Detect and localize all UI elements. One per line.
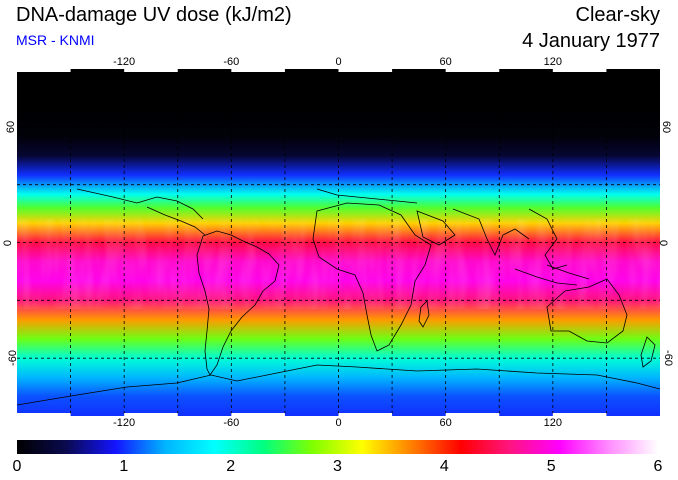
date-label: 4 January 1977 (522, 30, 660, 52)
coastline-new-zealand (640, 336, 656, 368)
edge-tick-segment (338, 69, 393, 72)
coastline-central-america (146, 206, 206, 236)
lon-tick-top-60: 60 (439, 56, 452, 68)
lon-tick-bottom-minus60: -60 (223, 417, 240, 429)
coastlines (17, 188, 660, 406)
lat-tick-right-60-text: 60 (660, 120, 673, 133)
lon-tick-top-minus120: -120 (113, 56, 136, 68)
edge-tick-segment (445, 69, 500, 72)
edge-tick-segment (17, 69, 71, 72)
coastline-north-america (76, 188, 204, 220)
lon-tick-bottom-minus120: -120 (113, 417, 136, 429)
coastline-australia (546, 278, 628, 344)
lon-tick-bottom-60: 60 (439, 417, 452, 429)
edge-tick-segment (124, 69, 178, 72)
coastline-madagascar (418, 300, 430, 328)
coastline-africa (312, 202, 432, 352)
sky-condition-label: Clear-sky (575, 4, 660, 26)
lat-tick-left-60-text: 60 (5, 120, 18, 133)
edge-tick-segment (445, 413, 500, 416)
edge-tick-segment (552, 413, 607, 416)
coastline-antarctica (17, 364, 660, 406)
color-scale-bar (17, 440, 658, 454)
scale-label-1: 1 (119, 458, 129, 475)
edge-tick-segment (231, 69, 285, 72)
uv-dose-map-canvas (17, 69, 660, 416)
producer-label: MSR - KNMI (16, 32, 95, 48)
graticule (17, 69, 660, 416)
map-title: DNA-damage UV dose (kJ/m2) (16, 4, 292, 26)
coastline-indonesia (514, 264, 590, 286)
lat-tick-right-0: 0 (657, 237, 669, 249)
scale-label-4: 4 (439, 458, 449, 475)
edge-tick-segment (338, 413, 393, 416)
edge-tick-segment (231, 413, 285, 416)
coastline-europe (316, 188, 418, 204)
edge-ticks (17, 69, 607, 416)
coastline-south-asia (452, 208, 530, 256)
coastline-south-america (196, 230, 280, 376)
lat-tick-right-minus60-text: -60 (661, 350, 674, 367)
edge-tick-segment (552, 69, 607, 72)
scale-label-5: 5 (546, 458, 556, 475)
lon-tick-top-120: 120 (543, 56, 562, 68)
lat-tick-right-minus60: -60 (660, 350, 676, 367)
scale-label-2: 2 (226, 458, 236, 475)
scale-label-0: 0 (12, 458, 22, 475)
edge-tick-segment (124, 413, 178, 416)
lon-tick-top-minus60: -60 (223, 56, 240, 68)
lat-tick-left-0-text: 0 (2, 239, 15, 246)
uv-dose-map (17, 69, 660, 416)
lat-tick-left-60: 60 (5, 121, 17, 133)
scale-label-3: 3 (333, 458, 342, 475)
edge-tick-segment (17, 413, 71, 416)
lat-tick-left-0: 0 (2, 237, 15, 249)
lon-tick-bottom-120: 120 (543, 417, 562, 429)
lon-tick-bottom-0: 0 (335, 417, 342, 429)
color-scale-gradient (17, 440, 658, 454)
lat-tick-right-60: 60 (660, 121, 672, 133)
scale-label-6: 6 (653, 458, 663, 475)
lon-tick-top-0: 0 (335, 56, 342, 68)
coastline-arabia (416, 210, 456, 246)
